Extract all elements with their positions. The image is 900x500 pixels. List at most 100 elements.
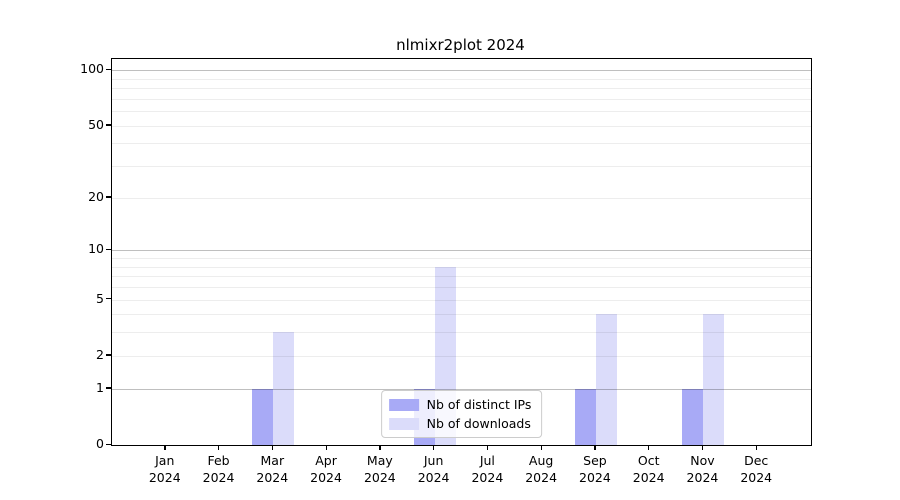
decade-gridline <box>112 70 811 72</box>
x-tick-mark <box>540 445 542 451</box>
minor-gridline <box>112 143 811 145</box>
x-tick-year: 2024 <box>740 470 773 485</box>
x-tick-mark <box>325 445 327 451</box>
x-tick-year: 2024 <box>202 470 235 485</box>
minor-gridline <box>112 197 811 199</box>
y-tick-mark <box>106 387 111 389</box>
x-tick-label: Oct 2024 <box>617 452 681 486</box>
y-tick-label: 50 <box>88 116 104 132</box>
bar-downloads <box>595 314 617 445</box>
x-tick-year: 2024 <box>363 470 396 485</box>
decade-gridline <box>112 250 811 252</box>
y-tick-label: 1 <box>96 379 104 395</box>
minor-gridline <box>112 258 811 260</box>
x-tick-month: Sep <box>583 453 607 468</box>
x-tick-year: 2024 <box>686 470 719 485</box>
y-tick-label: 5 <box>96 290 104 306</box>
y-tick-mark <box>106 196 111 198</box>
x-tick-mark <box>594 445 596 451</box>
decade-gridline <box>112 388 811 390</box>
y-tick-mark <box>106 354 111 356</box>
legend-label: Nb of distinct IPs <box>426 397 532 412</box>
minor-gridline <box>112 98 811 100</box>
bar-downloads <box>703 314 725 445</box>
x-tick-label: May 2024 <box>348 452 412 486</box>
minor-gridline <box>112 286 811 288</box>
x-tick-month: Nov <box>690 453 715 468</box>
minor-gridline <box>112 166 811 168</box>
x-tick-label: Jul 2024 <box>455 452 519 486</box>
x-tick-label: Nov 2024 <box>670 452 734 486</box>
x-tick-mark <box>701 445 704 451</box>
minor-gridline <box>112 88 811 90</box>
x-tick-mark <box>486 445 489 451</box>
x-tick-label: Feb 2024 <box>187 452 251 486</box>
x-tick-month: Jun <box>423 453 444 468</box>
x-tick-year: 2024 <box>310 470 342 485</box>
minor-gridline <box>112 355 811 357</box>
minor-gridline <box>112 125 811 127</box>
x-tick-month: Aug <box>528 453 554 468</box>
legend-swatch <box>388 417 419 430</box>
y-tick-label: 2 <box>96 346 104 362</box>
x-tick-year: 2024 <box>525 470 558 485</box>
x-tick-month: Jan <box>155 453 175 468</box>
x-tick-mark <box>648 445 650 451</box>
x-tick-year: 2024 <box>417 470 450 485</box>
x-tick-year: 2024 <box>148 470 181 485</box>
y-tick-mark <box>106 443 111 445</box>
x-tick-month: May <box>366 453 393 468</box>
x-tick-month: Apr <box>315 453 337 468</box>
legend-item: Nb of distinct IPs <box>388 397 532 412</box>
x-tick-mark <box>164 445 166 451</box>
x-tick-year: 2024 <box>579 470 611 485</box>
x-tick-year: 2024 <box>256 470 289 485</box>
x-tick-year: 2024 <box>471 470 504 485</box>
x-tick-mark <box>379 445 381 451</box>
chart-title: nlmixr2plot 2024 <box>396 36 525 54</box>
y-tick-label: 10 <box>88 241 104 257</box>
minor-gridline <box>112 332 811 334</box>
bar-distinct-ips <box>574 388 596 445</box>
x-tick-mark <box>433 445 435 451</box>
y-tick-label: 0 <box>96 436 104 451</box>
minor-gridline <box>112 78 811 80</box>
gridlines-layer <box>112 59 811 445</box>
x-tick-mark <box>218 445 220 451</box>
x-tick-month: Oct <box>637 453 660 468</box>
x-tick-label: Dec 2024 <box>724 452 788 486</box>
x-tick-mark <box>755 445 758 451</box>
minor-gridline <box>112 266 811 268</box>
bar-downloads <box>273 332 295 445</box>
x-tick-month: Feb <box>207 453 230 468</box>
y-tick-label: 20 <box>88 188 104 204</box>
x-tick-label: Apr 2024 <box>294 452 358 486</box>
bar-distinct-ips <box>682 388 704 445</box>
x-tick-label: Jun 2024 <box>402 452 466 486</box>
x-tick-month: Jul <box>479 453 495 468</box>
minor-gridline <box>112 314 811 316</box>
y-tick-mark <box>106 124 111 126</box>
x-tick-mark <box>271 445 274 451</box>
bar-distinct-ips <box>252 388 274 445</box>
x-tick-month: Mar <box>260 453 285 468</box>
x-tick-year: 2024 <box>632 470 665 485</box>
legend-label: Nb of downloads <box>426 416 531 431</box>
y-tick-mark <box>106 248 111 251</box>
x-tick-month: Dec <box>744 453 769 468</box>
x-tick-label: Aug 2024 <box>509 452 573 486</box>
minor-gridline <box>112 276 811 278</box>
legend-item: Nb of downloads <box>388 416 532 431</box>
y-tick-mark <box>106 298 111 300</box>
minor-gridline <box>112 111 811 113</box>
x-tick-label: Jan 2024 <box>133 452 197 486</box>
x-tick-label: Mar 2024 <box>240 452 304 486</box>
legend-swatch <box>388 398 419 411</box>
x-tick-label: Sep 2024 <box>563 452 627 486</box>
y-tick-label: 100 <box>80 61 104 77</box>
y-tick-mark <box>106 68 111 71</box>
legend: Nb of distinct IPs Nb of downloads <box>380 390 543 438</box>
minor-gridline <box>112 299 811 301</box>
plot-area: Nb of distinct IPs Nb of downloads <box>111 58 812 446</box>
